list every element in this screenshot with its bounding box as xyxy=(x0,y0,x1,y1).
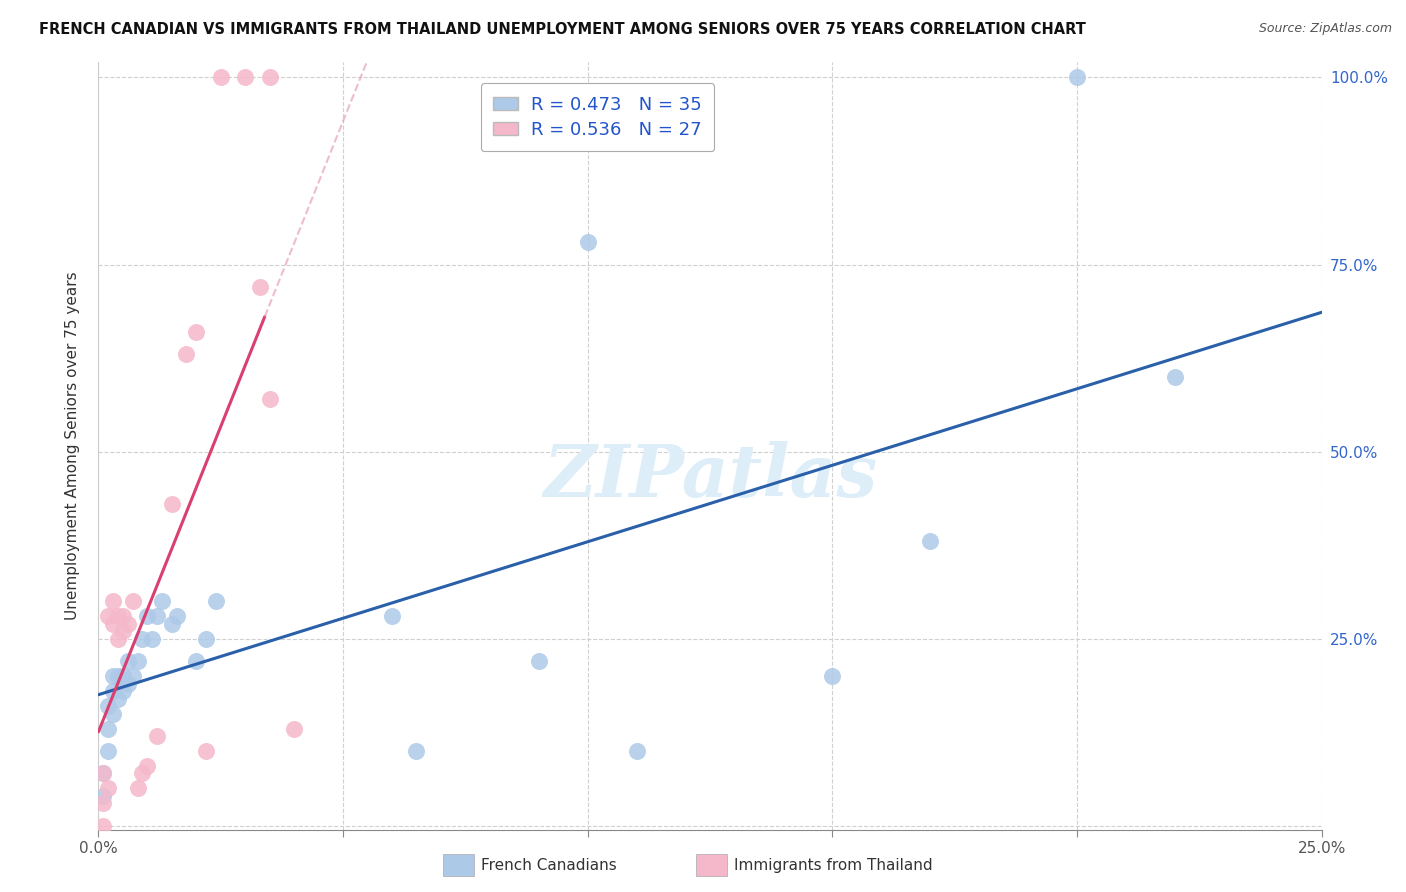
Point xyxy=(91,766,114,780)
Point xyxy=(111,684,134,698)
Point xyxy=(107,609,129,624)
Point xyxy=(186,325,208,339)
Point xyxy=(97,699,120,714)
Point xyxy=(97,722,120,736)
Point xyxy=(527,654,550,668)
Point xyxy=(111,669,134,683)
Point xyxy=(576,235,599,249)
Point xyxy=(821,669,844,683)
Point xyxy=(920,534,942,549)
Point xyxy=(381,609,404,624)
Point xyxy=(626,744,648,758)
Point xyxy=(131,632,153,646)
Point xyxy=(117,654,139,668)
Point xyxy=(107,669,129,683)
Legend: R = 0.473   N = 35, R = 0.536   N = 27: R = 0.473 N = 35, R = 0.536 N = 27 xyxy=(481,83,714,152)
Point xyxy=(117,676,139,690)
Point xyxy=(136,609,159,624)
Point xyxy=(405,744,427,758)
Point xyxy=(136,759,159,773)
Point xyxy=(146,609,169,624)
Point xyxy=(101,684,124,698)
Point xyxy=(121,594,143,608)
Point xyxy=(127,654,149,668)
Point xyxy=(97,781,120,796)
Point xyxy=(283,722,305,736)
Point xyxy=(233,70,256,85)
Point xyxy=(205,594,228,608)
Point xyxy=(209,70,232,85)
Point xyxy=(91,797,114,811)
Point xyxy=(1066,70,1088,85)
Point xyxy=(111,609,134,624)
Point xyxy=(101,616,124,631)
Point xyxy=(195,744,218,758)
Text: Immigrants from Thailand: Immigrants from Thailand xyxy=(734,858,932,872)
Point xyxy=(101,669,124,683)
Point xyxy=(1164,369,1187,384)
Point xyxy=(121,669,143,683)
Point xyxy=(259,70,281,85)
Point xyxy=(176,347,198,361)
Point xyxy=(195,632,218,646)
Point xyxy=(101,594,124,608)
Point xyxy=(259,392,281,407)
Point xyxy=(91,766,114,780)
Point xyxy=(146,729,169,743)
Point xyxy=(127,781,149,796)
Point xyxy=(166,609,188,624)
Text: Source: ZipAtlas.com: Source: ZipAtlas.com xyxy=(1258,22,1392,36)
Point xyxy=(249,280,271,294)
Text: French Canadians: French Canadians xyxy=(481,858,617,872)
Text: ZIPatlas: ZIPatlas xyxy=(543,442,877,512)
Point xyxy=(150,594,173,608)
Point xyxy=(111,624,134,639)
Point xyxy=(107,691,129,706)
Point xyxy=(131,766,153,780)
Point xyxy=(107,632,129,646)
Point xyxy=(186,654,208,668)
Point xyxy=(160,616,183,631)
Point xyxy=(141,632,163,646)
Point xyxy=(97,744,120,758)
Point xyxy=(97,609,120,624)
Point xyxy=(91,789,114,803)
Point xyxy=(91,819,114,833)
Point xyxy=(160,497,183,511)
Y-axis label: Unemployment Among Seniors over 75 years: Unemployment Among Seniors over 75 years xyxy=(65,272,80,620)
Point xyxy=(117,616,139,631)
Point xyxy=(101,706,124,721)
Text: FRENCH CANADIAN VS IMMIGRANTS FROM THAILAND UNEMPLOYMENT AMONG SENIORS OVER 75 Y: FRENCH CANADIAN VS IMMIGRANTS FROM THAIL… xyxy=(39,22,1085,37)
